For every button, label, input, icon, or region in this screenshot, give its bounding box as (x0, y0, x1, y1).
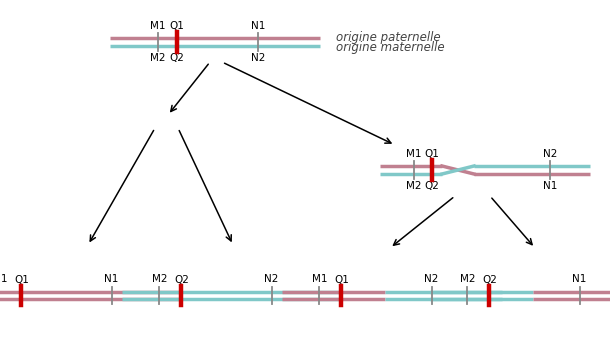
Text: N1: N1 (104, 274, 119, 284)
Text: Q2: Q2 (170, 53, 184, 63)
Text: N2: N2 (264, 274, 279, 284)
Text: N1: N1 (543, 181, 557, 191)
Text: Q2: Q2 (482, 274, 497, 284)
Text: M2: M2 (460, 274, 475, 284)
Text: M1: M1 (312, 274, 327, 284)
Text: Q2: Q2 (174, 274, 189, 284)
Text: Q1: Q1 (334, 274, 349, 284)
Text: M1: M1 (406, 149, 422, 159)
Text: M1: M1 (150, 21, 166, 31)
Text: Q1: Q1 (170, 21, 184, 31)
Text: Q1: Q1 (425, 149, 439, 159)
Text: N2: N2 (251, 53, 265, 63)
Text: N1: N1 (251, 21, 265, 31)
Text: origine paternelle: origine paternelle (336, 32, 440, 45)
Text: M1: M1 (0, 274, 7, 284)
Text: Q2: Q2 (425, 181, 439, 191)
Text: origine maternelle: origine maternelle (336, 42, 445, 55)
Text: Q1: Q1 (14, 274, 29, 284)
Text: M2: M2 (150, 53, 166, 63)
Text: M2: M2 (406, 181, 422, 191)
Text: M2: M2 (152, 274, 167, 284)
Text: N1: N1 (572, 274, 587, 284)
Text: N2: N2 (425, 274, 439, 284)
Text: N2: N2 (543, 149, 557, 159)
